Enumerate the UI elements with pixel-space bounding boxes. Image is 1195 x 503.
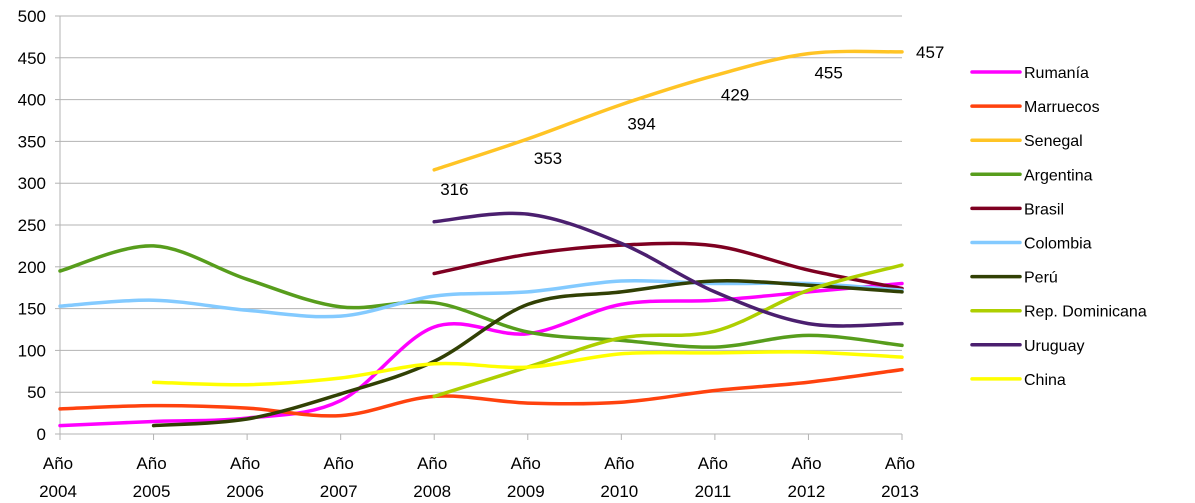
- y-tick-label: 400: [18, 91, 46, 110]
- data-label: 394: [627, 115, 655, 134]
- x-tick-label-bottom: 2011: [695, 482, 732, 501]
- series-line-rep-dominicana: [432, 263, 904, 399]
- x-tick-label-top: Año: [324, 454, 354, 473]
- x-tick-label-bottom: 2006: [226, 482, 264, 501]
- x-tick-label-top: Año: [604, 454, 634, 473]
- data-labels: 316 353 394 429 455 457: [440, 43, 944, 199]
- series-line-ruman-a: [58, 281, 904, 428]
- x-tick-label-top: Año: [230, 454, 260, 473]
- series-line-argentina: [58, 244, 904, 349]
- legend-label: Colombia: [1024, 236, 1092, 253]
- x-tick-label-top: Año: [791, 454, 821, 473]
- axes: [55, 15, 903, 440]
- series-line-china: [151, 350, 904, 387]
- x-tick-label-top: Año: [43, 454, 73, 473]
- y-tick-label: 150: [18, 300, 46, 319]
- legend-label: Uruguay: [1024, 338, 1084, 355]
- y-tick-label: 0: [37, 425, 46, 444]
- legend-label: Rep. Dominicana: [1024, 304, 1147, 321]
- y-axis-tick-labels: 0 50 100 150 200 250 300 350 400 450 500: [18, 7, 46, 444]
- legend-label: Senegal: [1024, 133, 1083, 150]
- legend-label: China: [1024, 372, 1066, 389]
- x-tick-label-bottom: 2013: [881, 482, 919, 501]
- y-tick-label: 500: [18, 7, 46, 26]
- x-tick-label-bottom: 2008: [413, 482, 451, 501]
- y-tick-label: 200: [18, 258, 46, 277]
- x-tick-label-top: Año: [698, 454, 728, 473]
- y-tick-label: 100: [18, 341, 46, 360]
- legend-label: Argentina: [1024, 167, 1093, 184]
- legend-label: Marruecos: [1024, 99, 1100, 116]
- gridlines: [60, 15, 902, 435]
- series-line-marruecos: [58, 367, 904, 418]
- y-tick-label: 250: [18, 216, 46, 235]
- x-tick-label-bottom: 2012: [788, 482, 826, 501]
- data-label: 429: [721, 85, 749, 104]
- x-tick-label-bottom: 2004: [39, 482, 77, 501]
- x-tick-label-bottom: 2005: [133, 482, 171, 501]
- x-tick-label-top: Año: [885, 454, 915, 473]
- y-tick-label: 450: [18, 49, 46, 68]
- x-tick-label-bottom: 2007: [320, 482, 358, 501]
- x-tick-label-bottom: 2009: [507, 482, 545, 501]
- series-lines: [58, 49, 904, 428]
- series-line-per-: [151, 279, 904, 428]
- data-label: 455: [814, 64, 842, 83]
- series-line-senegal: [432, 49, 904, 172]
- y-tick-label: 50: [27, 383, 46, 402]
- series-line-colombia: [58, 278, 904, 319]
- x-tick-label-top: Año: [417, 454, 447, 473]
- y-tick-label: 300: [18, 174, 46, 193]
- y-tick-label: 350: [18, 132, 46, 151]
- x-tick-label-top: Año: [511, 454, 541, 473]
- data-label: 316: [440, 180, 468, 199]
- x-tick-label-top: Año: [136, 454, 166, 473]
- series-line-brasil: [432, 241, 904, 291]
- legend-label: Rumanía: [1024, 65, 1089, 82]
- legend-label: Brasil: [1024, 201, 1064, 218]
- data-label: 353: [534, 149, 562, 168]
- legend-label: Perú: [1024, 270, 1058, 287]
- series-line-uruguay: [432, 211, 904, 328]
- x-axis-tick-labels: Año 2004 Año 2005 Año 2006 Año 2007 Año 2008 Año 20…: [39, 454, 919, 501]
- data-label: 457: [916, 43, 944, 62]
- x-tick-label-bottom: 2010: [600, 482, 638, 501]
- legend: Rumanía Marruecos Senegal Argentina Brasil Co…: [970, 65, 1147, 389]
